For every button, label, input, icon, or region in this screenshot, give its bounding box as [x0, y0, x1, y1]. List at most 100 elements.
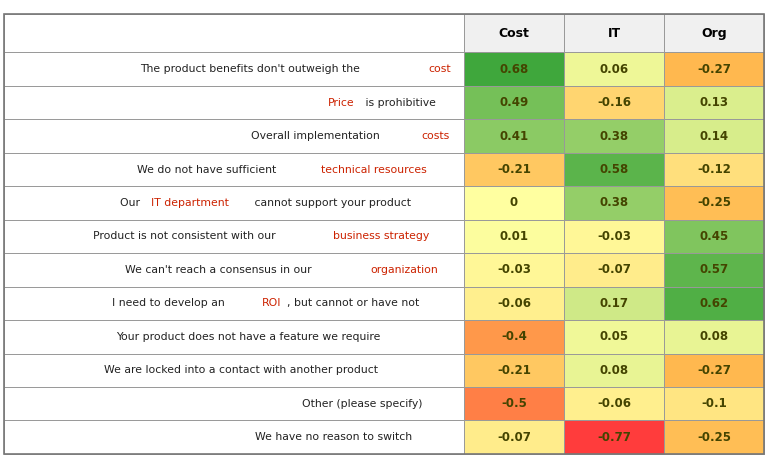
Text: 0.45: 0.45	[700, 230, 729, 243]
Text: , but cannot or have not: , but cannot or have not	[287, 299, 419, 308]
Bar	[664, 253, 764, 286]
Bar	[464, 14, 564, 52]
Text: -0.77: -0.77	[597, 431, 631, 444]
Text: Product is not consistent with our: Product is not consistent with our	[94, 232, 280, 241]
Bar	[4, 153, 464, 186]
Bar	[564, 14, 664, 52]
Text: Other (please specify): Other (please specify)	[302, 399, 422, 409]
Text: 0.17: 0.17	[600, 297, 628, 310]
Text: I need to develop an: I need to develop an	[112, 299, 228, 308]
Text: We have no reason to switch: We have no reason to switch	[255, 432, 412, 442]
Bar	[4, 86, 464, 119]
Text: 0.49: 0.49	[499, 96, 528, 109]
Text: technical resources: technical resources	[321, 165, 427, 175]
Bar	[4, 420, 464, 454]
Text: Price: Price	[328, 98, 355, 108]
Text: We can't reach a consensus in our: We can't reach a consensus in our	[125, 265, 315, 275]
Bar	[664, 387, 764, 420]
Bar	[664, 153, 764, 186]
Text: Your product does not have a feature we require: Your product does not have a feature we …	[117, 332, 381, 342]
Text: Overall implementation: Overall implementation	[250, 131, 382, 141]
Bar	[4, 286, 464, 320]
Bar	[4, 354, 464, 387]
Bar	[664, 14, 764, 52]
Bar	[564, 387, 664, 420]
Text: -0.07: -0.07	[597, 263, 631, 277]
Bar	[464, 119, 564, 153]
Bar	[564, 286, 664, 320]
Bar	[664, 52, 764, 86]
Text: 0.06: 0.06	[600, 63, 628, 76]
Bar	[664, 320, 764, 354]
Bar	[664, 286, 764, 320]
Text: 0.05: 0.05	[600, 330, 628, 344]
Bar	[564, 354, 664, 387]
Text: Our: Our	[121, 198, 144, 208]
Text: -0.4: -0.4	[501, 330, 527, 344]
Text: 0.41: 0.41	[499, 130, 528, 143]
Bar	[564, 119, 664, 153]
Bar	[564, 153, 664, 186]
Text: business strategy: business strategy	[333, 232, 430, 241]
Text: 0.08: 0.08	[700, 330, 729, 344]
Bar	[464, 253, 564, 286]
Bar	[4, 14, 464, 52]
Text: -0.12: -0.12	[697, 163, 731, 176]
Text: 0: 0	[510, 197, 518, 210]
Text: Org: Org	[701, 27, 727, 40]
Text: 0.01: 0.01	[499, 230, 528, 243]
Bar	[4, 219, 464, 253]
Text: 0.14: 0.14	[700, 130, 729, 143]
Bar	[464, 320, 564, 354]
Text: -0.06: -0.06	[597, 397, 631, 410]
Bar	[664, 420, 764, 454]
Bar	[664, 186, 764, 219]
Text: 0.68: 0.68	[499, 63, 528, 76]
Text: Cost: Cost	[498, 27, 529, 40]
Bar	[664, 354, 764, 387]
Text: 0.13: 0.13	[700, 96, 729, 109]
Text: 0.38: 0.38	[600, 130, 628, 143]
Text: -0.25: -0.25	[697, 197, 731, 210]
Bar	[564, 320, 664, 354]
Text: We are locked into a contact with another product: We are locked into a contact with anothe…	[104, 366, 378, 375]
Text: ROI: ROI	[262, 299, 281, 308]
Bar	[4, 387, 464, 420]
Text: -0.21: -0.21	[497, 364, 531, 377]
Text: -0.07: -0.07	[497, 431, 531, 444]
Bar	[4, 320, 464, 354]
Text: IT: IT	[607, 27, 621, 40]
Text: cannot support your product: cannot support your product	[251, 198, 411, 208]
Text: -0.03: -0.03	[597, 230, 631, 243]
Bar	[4, 119, 464, 153]
Text: -0.25: -0.25	[697, 431, 731, 444]
Text: cost: cost	[429, 64, 451, 74]
Text: -0.27: -0.27	[697, 63, 731, 76]
Text: -0.16: -0.16	[597, 96, 631, 109]
Text: 0.57: 0.57	[700, 263, 729, 277]
Text: -0.21: -0.21	[497, 163, 531, 176]
Bar	[4, 253, 464, 286]
Bar	[464, 219, 564, 253]
Bar	[464, 153, 564, 186]
Bar	[564, 52, 664, 86]
Bar	[664, 86, 764, 119]
Text: 0.58: 0.58	[599, 163, 629, 176]
Text: 0.08: 0.08	[600, 364, 628, 377]
Text: costs: costs	[421, 131, 449, 141]
Bar	[4, 186, 464, 219]
Bar	[464, 286, 564, 320]
Text: -0.06: -0.06	[497, 297, 531, 310]
Bar	[464, 387, 564, 420]
Bar	[564, 186, 664, 219]
Text: 0.38: 0.38	[600, 197, 628, 210]
Bar	[464, 354, 564, 387]
Bar	[664, 219, 764, 253]
Text: IT department: IT department	[151, 198, 229, 208]
Text: -0.03: -0.03	[497, 263, 531, 277]
Text: -0.27: -0.27	[697, 364, 731, 377]
Bar	[564, 253, 664, 286]
Text: 0.62: 0.62	[700, 297, 729, 310]
Text: is prohibitive: is prohibitive	[362, 98, 436, 108]
Text: organization: organization	[370, 265, 438, 275]
